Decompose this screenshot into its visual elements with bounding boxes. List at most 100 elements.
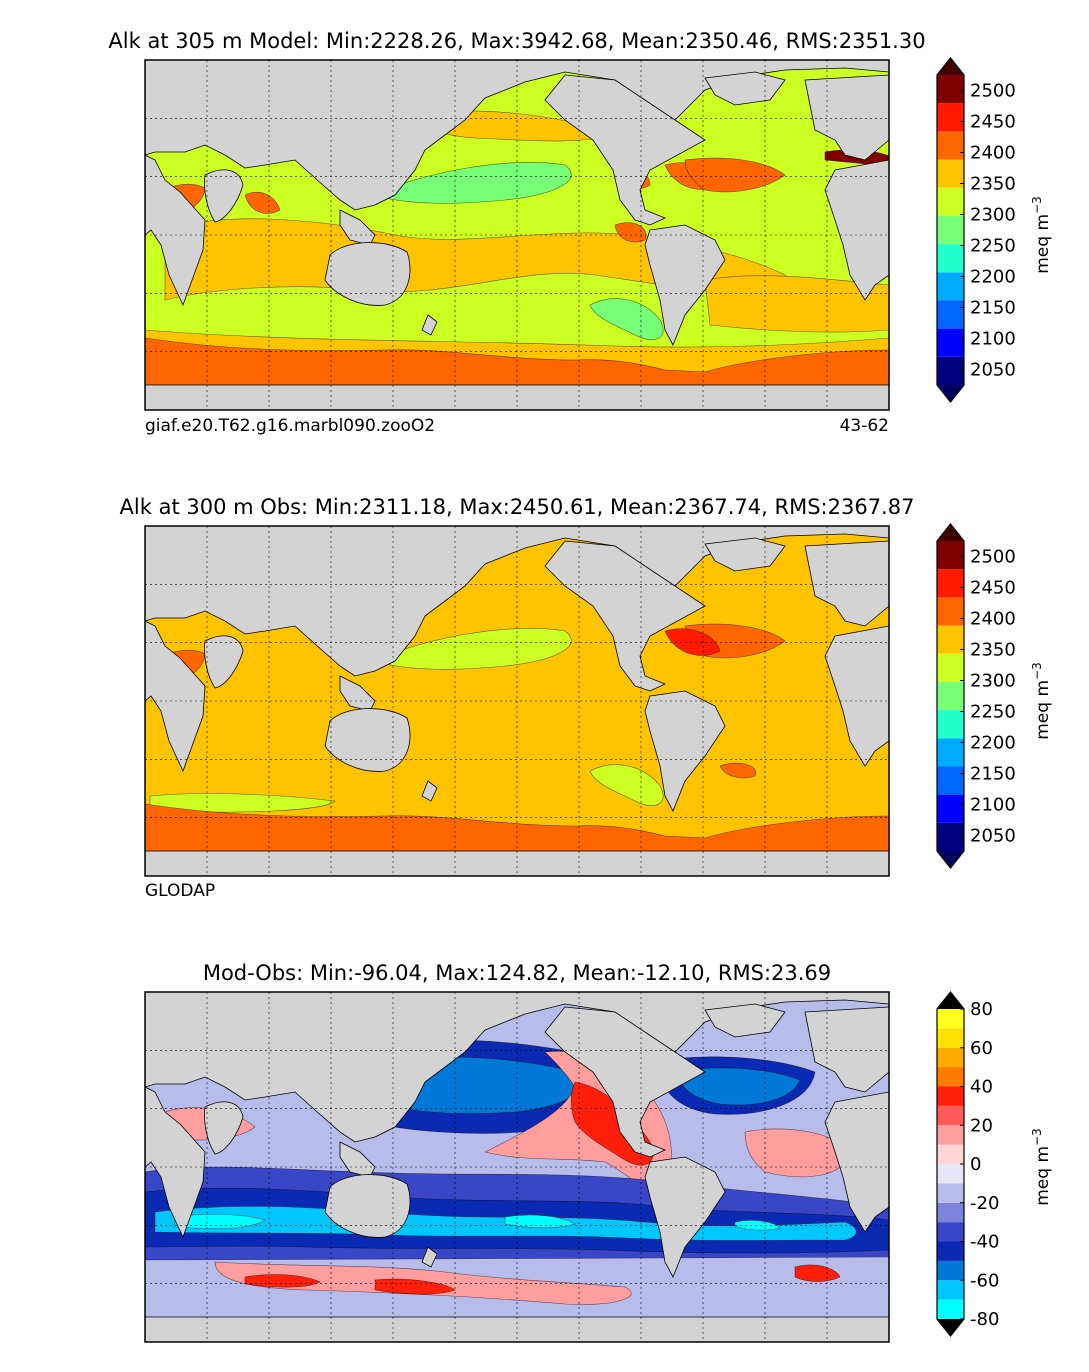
land-mass [644, 1156, 726, 1278]
colorbar-tick-label: 80 [970, 999, 993, 1020]
colorbar-segment [937, 300, 964, 329]
colorbar-tick-label: 2150 [970, 764, 1016, 785]
colorbar-tick-label: 2300 [970, 205, 1016, 226]
panel-obs: Alk at 300 m Obs: Min:2311.18, Max:2450.… [120, 495, 1053, 901]
contour-south-atlantic-pos [744, 1128, 851, 1178]
contour-south-atlantic-high [719, 762, 757, 779]
colorbar-outline [936, 57, 965, 403]
colorbar-label: meq m−3 [1030, 1128, 1053, 1205]
colorbar-segment [937, 1241, 964, 1261]
colorbar-segment [937, 131, 964, 160]
colorbar-tick-label: 2450 [970, 578, 1016, 599]
map-frame [144, 991, 890, 1343]
colorbar-extend-bottom [937, 851, 964, 868]
colorbar-label-exponent: −3 [1030, 662, 1044, 680]
colorbar-tick-label: 2500 [970, 547, 1016, 568]
land-mass [824, 625, 889, 767]
colorbar-tick-label: -40 [970, 1232, 999, 1253]
colorbar-segment [937, 1260, 964, 1281]
colorbar-segment [937, 569, 964, 598]
land-mass [544, 540, 706, 692]
colorbar-extend-bottom [937, 1319, 964, 1336]
colorbar-extend-top [937, 524, 964, 541]
colorbar-tick-label: 2450 [970, 112, 1016, 133]
colorbar-tick-label: 2500 [970, 81, 1016, 102]
map-contents [145, 60, 889, 410]
panel-diff: Mod-Obs: Min:-96.04, Max:124.82, Mean:-1… [144, 961, 1053, 1343]
land-mass [324, 242, 411, 306]
colorbar-segment [937, 681, 964, 711]
panel-title: Alk at 300 m Obs: Min:2311.18, Max:2450.… [120, 495, 915, 519]
colorbar-segment [937, 766, 964, 795]
colorbar-segment [937, 794, 964, 823]
panel-title: Mod-Obs: Min:-96.04, Max:124.82, Mean:-1… [203, 961, 831, 985]
contour-north-pacific-low [374, 628, 572, 670]
contour-north-atlantic [684, 157, 786, 193]
map-area [144, 991, 890, 1343]
colorbar-tick-label: 40 [970, 1077, 993, 1098]
colorbar-extend-top [937, 58, 964, 75]
panel-title: Alk at 305 m Model: Min:2228.26, Max:394… [108, 29, 925, 53]
colorbar-segment [937, 103, 964, 132]
colorbar-tick-label: 60 [970, 1038, 993, 1059]
colorbar-segment [937, 1202, 964, 1223]
land-mass [544, 74, 706, 226]
contour-south-pacific-low [589, 764, 664, 806]
colorbar-segment [937, 1028, 964, 1048]
colorbar-tick-label: -20 [970, 1193, 999, 1214]
run-name-caption: giaf.e20.T62.g16.marbl090.zooO2 [145, 416, 435, 436]
colorbar-segment [937, 653, 964, 682]
colorbar-tick-label: 2350 [970, 174, 1016, 195]
map-area [144, 59, 890, 411]
colorbar-label-exponent: −3 [1030, 1128, 1044, 1146]
colorbar-segment [937, 1299, 964, 1319]
colorbar-segment [937, 1105, 964, 1126]
colorbar-label: meq m−3 [1030, 196, 1053, 273]
colorbar-tick-label: 2100 [970, 795, 1016, 816]
colorbar-segment [937, 1183, 964, 1203]
land-mass [544, 1006, 706, 1158]
colorbar-segment [937, 244, 964, 273]
contour-bay-of-bengal [244, 191, 281, 214]
colorbar-label-text: meq m [1033, 1146, 1053, 1206]
colorbar-segment [937, 1144, 964, 1164]
contour-north-pacific-low [374, 162, 572, 204]
years-caption: 43-62 [840, 416, 889, 436]
colorbar-segment [937, 356, 964, 385]
colorbar-segment [937, 1086, 964, 1106]
colorbar-tick-label: 2400 [970, 609, 1016, 630]
panel-model: Alk at 305 m Model: Min:2228.26, Max:394… [108, 29, 1053, 436]
colorbar-tick-label: 2200 [970, 267, 1016, 288]
colorbar: 2050 2100 2150 2200 2250 2300 2350 2400 2450 2500 [936, 57, 1016, 403]
colorbar-segment [937, 625, 964, 654]
colorbar-segment [937, 187, 964, 216]
colorbar-tick-label: 2150 [970, 298, 1016, 319]
colorbar-tick-label: 2250 [970, 236, 1016, 257]
land-mass [324, 708, 411, 772]
colorbar: 2050 2100 2150 2200 2250 2300 2350 2400 2450 2500 [936, 523, 1016, 869]
land-mass [644, 690, 726, 812]
colorbar-tick-label: -80 [970, 1309, 999, 1330]
colorbar-segment [937, 75, 964, 104]
land-mass [804, 540, 889, 627]
map-frame [144, 59, 890, 411]
colorbar-segment [937, 215, 964, 245]
map-area [144, 525, 890, 877]
colorbar-segment [937, 1067, 964, 1087]
land-mass [145, 620, 206, 773]
colorbar-segment [937, 272, 964, 301]
colorbar-tick-label: 2050 [970, 360, 1016, 381]
contour-north-atlantic-core [674, 1067, 801, 1106]
contour-south-atlantic [704, 275, 889, 333]
colorbar-label-text: meq m [1033, 214, 1053, 274]
colorbar-tick-label: -60 [970, 1270, 999, 1291]
colorbar-segment [937, 541, 964, 570]
colorbar-segment [937, 1222, 964, 1242]
land-mass [145, 1086, 206, 1239]
land-mass [324, 1174, 411, 1238]
colorbar-segment [937, 597, 964, 626]
colorbar-label-exponent: −3 [1030, 196, 1044, 214]
land-mass [421, 1246, 438, 1268]
colorbar-extend-bottom [937, 385, 964, 402]
land-mass [145, 154, 206, 307]
